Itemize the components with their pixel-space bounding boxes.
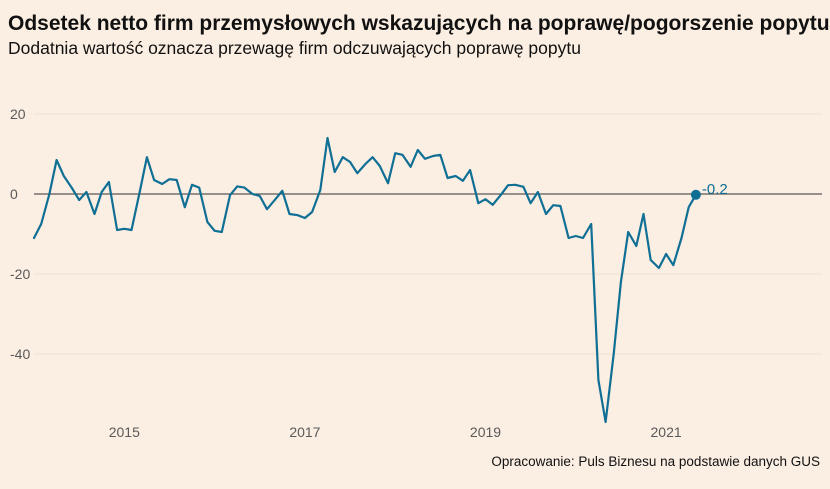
end-value-label: -0.2 (702, 181, 728, 198)
x-tick-label: 2015 (109, 424, 140, 440)
y-tick-label: 0 (10, 186, 18, 202)
series-line (32, 136, 698, 424)
chart-title: Odsetek netto firm przemysłowych wskazuj… (8, 12, 830, 35)
chart-subtitle: Dodatnia wartość oznacza przewagę firm o… (8, 38, 581, 58)
y-tick-label: 20 (10, 106, 26, 122)
series-layer (32, 136, 698, 424)
x-tick-label: 2019 (470, 424, 501, 440)
source-note: Opracowanie: Puls Biznesu na podstawie d… (491, 454, 820, 469)
label-layer: -0.2 (690, 181, 728, 200)
x-tick-label: 2017 (289, 424, 320, 440)
y-tick-label: -40 (10, 346, 30, 362)
grid-layer (34, 113, 822, 355)
x-tick-label: 2021 (651, 424, 682, 440)
axis-layer: 20 0 -20 -40 2015 2017 2019 2021 (10, 106, 822, 440)
y-tick-label: -20 (10, 266, 30, 282)
end-point-marker (690, 189, 701, 200)
